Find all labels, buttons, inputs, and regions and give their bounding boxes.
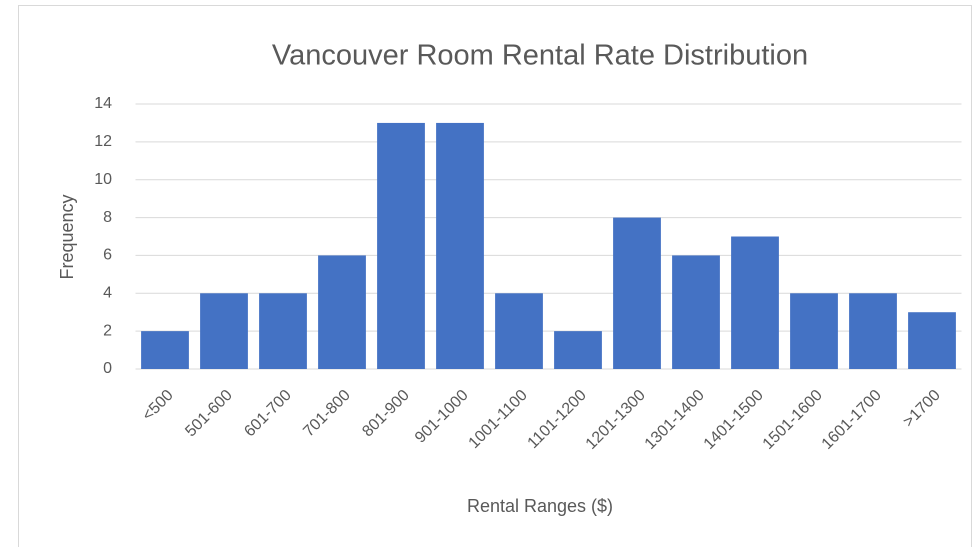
y-tick-label: 8 — [103, 209, 112, 226]
y-tick-label: 14 — [94, 95, 112, 112]
y-axis-label: Frequency — [57, 194, 77, 279]
chart-border — [18, 5, 972, 551]
bar — [141, 331, 189, 369]
y-tick-label: 4 — [103, 285, 112, 302]
chart-title: Vancouver Room Rental Rate Distribution — [272, 40, 808, 72]
bar — [436, 122, 484, 369]
bar — [495, 293, 543, 369]
y-tick-label: 6 — [103, 247, 112, 264]
bar — [554, 331, 602, 369]
y-tick-label: 2 — [103, 322, 112, 339]
bar — [259, 293, 307, 369]
bar — [790, 293, 838, 369]
bar — [849, 293, 897, 369]
bar — [613, 217, 661, 369]
bar — [318, 255, 366, 369]
y-tick-label: 0 — [103, 360, 112, 377]
bar — [377, 122, 425, 369]
bar — [908, 312, 956, 369]
bar — [200, 293, 248, 369]
bar — [731, 236, 779, 369]
bar — [672, 255, 720, 369]
y-tick-label: 10 — [94, 171, 112, 188]
x-axis-label: Rental Ranges ($) — [467, 496, 613, 516]
y-tick-label: 12 — [94, 133, 112, 150]
